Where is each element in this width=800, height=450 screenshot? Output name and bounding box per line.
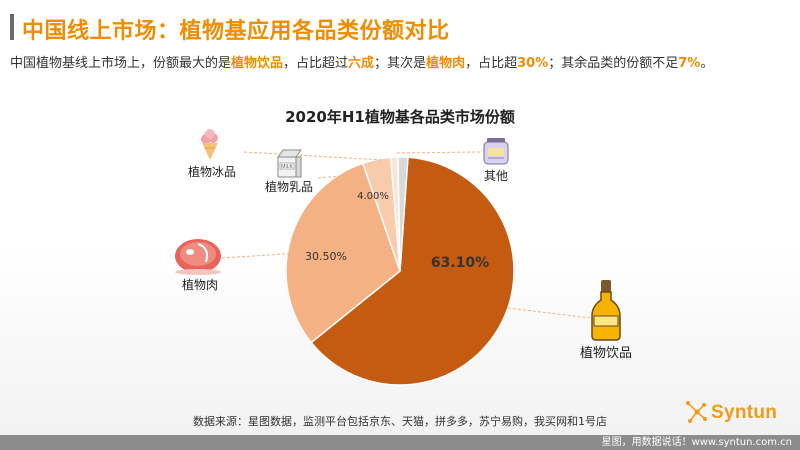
pie-slice-4 (397, 156, 409, 272)
summary-part: ；其余品类的份额不足 (548, 56, 679, 71)
pie-slice-0 (310, 156, 515, 386)
leader-line-ice (243, 151, 385, 161)
pie-slice-1 (285, 162, 401, 344)
syntun-logo-icon (686, 401, 707, 423)
value-label-dairy: 4.00% (357, 191, 389, 202)
summary-highlight: 植物饮品 (231, 56, 284, 71)
syntun-logo-text: Syntun (711, 402, 778, 423)
svg-text:MILK: MILK (281, 164, 293, 170)
jar-icon (483, 138, 509, 165)
data-source-note: 数据来源：星图数据，监测平台包括京东、天猫，拼多多，苏宁易购，我买网和1号店 (193, 415, 607, 428)
label-other: 其他 (484, 169, 508, 183)
leader-lines (221, 151, 591, 319)
summary-part: 中国植物基线上市场上，份额最大的是 (10, 56, 232, 71)
summary-part: ，占比超过 (283, 56, 349, 71)
chart-title: 2020年H1植物基各品类市场份额 (285, 108, 515, 126)
meat-icon (175, 239, 221, 275)
bottle-icon (591, 280, 621, 341)
leader-line-dairy (317, 173, 365, 179)
leader-line-drink (507, 307, 591, 319)
summary-highlight: 30% (517, 56, 549, 71)
footer-text: 星图，用数据说话！www.syntun.com.cn (601, 437, 792, 448)
footer-bar: 星图，用数据说话！www.syntun.com.cn (0, 435, 800, 450)
summary-part: ；其次是 (374, 56, 427, 71)
title-accent-bar (10, 14, 14, 40)
summary-part: ，占比超 (465, 56, 518, 71)
summary-highlight: 六成 (348, 56, 375, 71)
label-meat: 植物肉 (182, 277, 218, 292)
pie-slices (285, 156, 515, 386)
label-ice-cream: 植物冰品 (188, 164, 236, 179)
page-title: 中国线上市场：植物基应用各品类份额对比 (22, 19, 450, 44)
summary-highlight: 植物肉 (426, 56, 466, 71)
leader-line-meat (221, 252, 301, 259)
leader-line-other (395, 151, 481, 154)
summary-text: 中国植物基线上市场上，份额最大的是植物饮品，占比超过六成；其次是植物肉，占比超3… (10, 54, 790, 73)
label-dairy: 植物乳品 (265, 179, 313, 194)
ice-cream-icon (201, 129, 218, 160)
label-drink: 植物饮品 (580, 346, 632, 361)
value-label-drink: 63.10% (431, 255, 489, 271)
summary-part: 。 (700, 56, 714, 71)
milk-carton-icon: MILK (277, 149, 302, 178)
value-label-meat: 30.50% (305, 250, 347, 263)
summary-highlight: 7% (678, 56, 701, 71)
